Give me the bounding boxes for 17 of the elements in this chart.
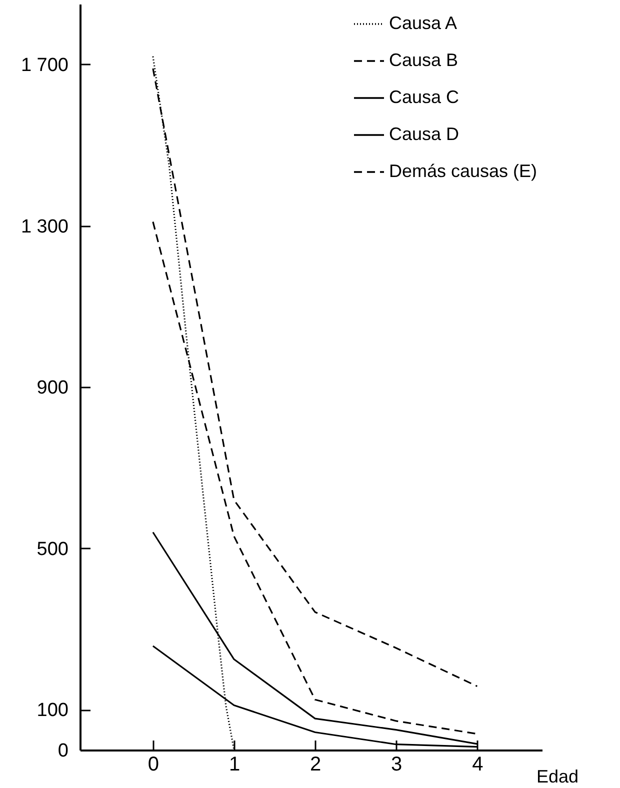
legend-label: Causa A (389, 13, 458, 33)
x-tick-label: 1 (228, 754, 240, 776)
x-tick-label: 4 (472, 754, 484, 776)
x-tick-label: 2 (310, 754, 322, 776)
y-tick-label: 1 700 (20, 54, 68, 76)
legend-label: Causa C (389, 87, 460, 107)
y-tick-label: 100 (36, 700, 68, 722)
y-tick-label: 1 300 (20, 216, 68, 238)
x-axis-title: Edad (536, 766, 578, 786)
legend-label: Demás causas (E) (389, 161, 538, 181)
y-tick-label: 0 (58, 740, 68, 762)
legend-label: Causa D (389, 124, 460, 144)
legend-label: Causa B (389, 50, 458, 70)
y-tick-label: 900 (36, 378, 68, 399)
x-tick-label: 0 (148, 754, 160, 776)
x-tick-label: 3 (391, 754, 402, 776)
y-tick-label: 500 (36, 538, 68, 560)
